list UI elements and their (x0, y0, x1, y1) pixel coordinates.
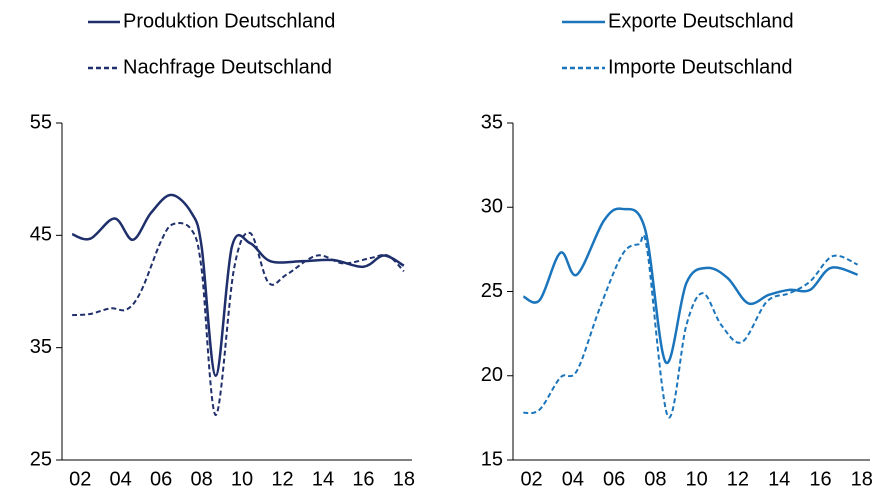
series-line (523, 233, 859, 419)
x-tick-label: 06 (150, 468, 172, 490)
y-tick-label: 55 (30, 111, 52, 133)
x-tick-label: 10 (686, 468, 708, 490)
y-tick-label: 25 (30, 448, 52, 470)
x-tick-label: 16 (809, 468, 831, 490)
x-tick-label: 10 (231, 468, 253, 490)
y-tick-label: 35 (481, 111, 503, 133)
x-tick-label: 14 (312, 468, 334, 490)
x-tick-label: 16 (352, 468, 374, 490)
x-tick-label: 08 (190, 468, 212, 490)
x-tick-label: 08 (644, 468, 666, 490)
y-tick-label: 25 (481, 280, 503, 302)
legend-label: Exporte Deutschland (608, 10, 794, 32)
x-tick-label: 12 (727, 468, 749, 490)
x-tick-label: 12 (271, 468, 293, 490)
series-line (72, 222, 405, 417)
y-tick-label: 15 (481, 448, 503, 470)
legend-label: Produktion Deutschland (123, 10, 335, 32)
series-line (522, 207, 859, 365)
y-tick-label: 30 (481, 196, 503, 218)
y-tick-label: 45 (30, 224, 52, 246)
x-tick-label: 18 (393, 468, 415, 490)
series-line (71, 193, 405, 378)
y-tick-label: 35 (30, 336, 52, 358)
y-tick-label: 20 (481, 364, 503, 386)
legend-label: Importe Deutschland (608, 56, 793, 78)
x-tick-label: 02 (69, 468, 91, 490)
x-tick-label: 14 (768, 468, 790, 490)
x-tick-label: 06 (603, 468, 625, 490)
x-tick-label: 04 (562, 468, 584, 490)
x-tick-label: 04 (110, 468, 132, 490)
x-tick-label: 02 (520, 468, 542, 490)
legend-label: Nachfrage Deutschland (123, 56, 332, 78)
x-tick-label: 18 (851, 468, 873, 490)
